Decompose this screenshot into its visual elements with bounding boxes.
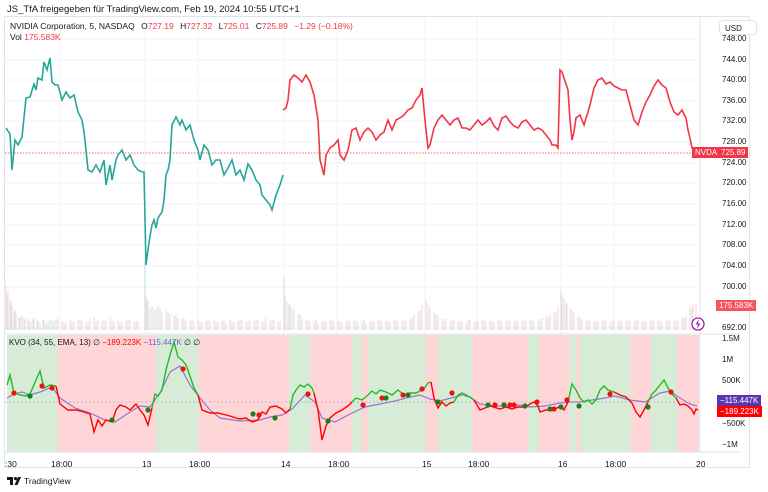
price-tick: 716.00 (722, 199, 747, 208)
kvo-value-tag: −189.223K (717, 406, 762, 417)
close-label: C (255, 21, 262, 31)
price-tick: 740.00 (722, 75, 747, 84)
lightning-icon[interactable] (691, 317, 705, 331)
price-tick: 724.00 (722, 158, 747, 167)
kvo-zero-symbol: ∅ (93, 338, 101, 347)
low-value: 725.01 (223, 21, 250, 31)
time-label: 18:00 (51, 459, 73, 469)
share-caption: JS_TfA freigegeben für TradingView.com, … (7, 4, 300, 15)
kvo-cross-markers (11, 366, 674, 424)
volume-bars (5, 260, 697, 330)
price-tick: 736.00 (722, 96, 747, 105)
volume-value: 175.583K (24, 32, 61, 42)
change-value: −1.29 (−0.18%) (294, 21, 353, 31)
kvo-title[interactable]: KVO (34, 55, EMA, 13) (9, 338, 91, 347)
chart-frame (4, 16, 750, 468)
kvo-legend: KVO (34, 55, EMA, 13) ∅ −189.223K −115.4… (9, 338, 200, 347)
open-label: O (141, 21, 148, 31)
price-tick: 700.00 (722, 282, 747, 291)
symbol-name[interactable]: NVIDIA Corporation, 5, NASDAQ (10, 21, 135, 31)
low-label: L (218, 21, 224, 31)
kvo-signal-tag: −115.447K (717, 395, 762, 406)
open-value: 727.19 (147, 21, 174, 31)
price-tick: 720.00 (722, 178, 747, 187)
kvo-tick: −500K (722, 419, 746, 428)
price-tick: 704.00 (722, 261, 747, 270)
time-label: 18:00 (189, 459, 211, 469)
time-label: 14 (281, 459, 291, 469)
kvo-tick: 500K (722, 376, 741, 385)
time-label: 18:00 (605, 459, 627, 469)
price-tick: 712.00 (722, 220, 747, 229)
price-tick: 708.00 (722, 240, 747, 249)
volume-label: Vol (10, 32, 22, 42)
time-label: 18:00 (468, 459, 490, 469)
time-label: 16 (558, 459, 568, 469)
high-label: H (180, 21, 187, 31)
close-value: 725.89 (261, 21, 288, 31)
time-label: :30 (5, 459, 17, 469)
price-tick: 748.00 (722, 34, 747, 43)
kvo-tick: −1M (722, 440, 738, 449)
price-tick: 728.00 (722, 137, 747, 146)
ticker-tag: NVDA (692, 147, 721, 158)
time-label: 20 (696, 459, 706, 469)
kvo-signal-value: −115.447K (143, 338, 182, 347)
price-tick: 692.00 (722, 323, 747, 332)
time-label: 15 (422, 459, 432, 469)
kvo-tick: 1.5M (722, 334, 740, 343)
volume-tag: 175.583K (716, 300, 757, 311)
price-tick: 732.00 (722, 116, 747, 125)
time-label: 13 (142, 459, 152, 469)
price-tick: 744.00 (722, 55, 747, 64)
current-price-tag: 725.89 (718, 147, 749, 158)
time-label: 18:00 (328, 459, 350, 469)
kvo-bands (7, 335, 699, 452)
tradingview-brand[interactable]: TradingView (7, 476, 71, 486)
kvo-value: −189.223K (102, 338, 142, 347)
brand-label: TradingView (24, 476, 71, 486)
high-value: 727.32 (186, 21, 213, 31)
tradingview-logo-icon (7, 477, 21, 485)
symbol-legend: NVIDIA Corporation, 5, NASDAQ O727.19 H7… (10, 21, 353, 43)
candlesticks (5, 57, 697, 266)
currency-button[interactable]: USD (719, 20, 757, 35)
kvo-extra-symbols: ∅ ∅ (184, 338, 201, 347)
kvo-tick: 1M (722, 355, 734, 364)
